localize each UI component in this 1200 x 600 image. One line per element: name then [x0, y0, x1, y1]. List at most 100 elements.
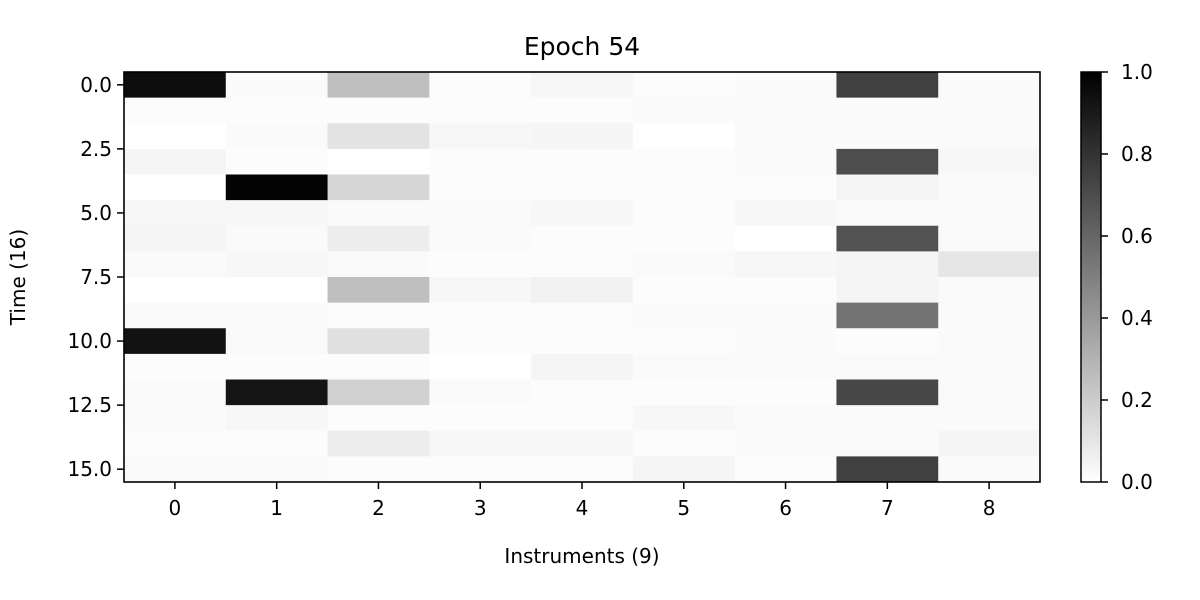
heatmap-cell-9-8: [938, 302, 1041, 329]
heatmap-cell-3-3: [429, 148, 532, 176]
heatmap-cell-5-2: [327, 200, 430, 227]
heatmap-cell-5-8: [938, 200, 1041, 227]
heatmap-cell-1-3: [429, 97, 532, 124]
x-tick-label: 5: [677, 496, 690, 520]
heatmap-cells: [124, 72, 1041, 483]
heatmap-cell-7-1: [225, 251, 329, 278]
heatmap-cell-10-1: [225, 328, 329, 355]
heatmap-cell-15-7: [836, 456, 939, 483]
heatmap-cell-4-4: [531, 174, 634, 201]
x-tick-label: 7: [881, 496, 894, 520]
heatmap-cell-7-7: [836, 251, 939, 278]
heatmap-cell-1-0: [124, 97, 227, 124]
heatmap-cell-0-3: [429, 72, 532, 99]
heatmap-cell-1-1: [225, 97, 329, 124]
heatmap-cell-13-1: [225, 405, 329, 432]
heatmap-cell-4-3: [429, 174, 532, 201]
heatmap-cell-0-0: [124, 72, 227, 99]
heatmap-cell-0-6: [734, 72, 837, 99]
heatmap-cell-3-0: [124, 148, 227, 176]
heatmap-cell-5-1: [225, 200, 329, 227]
heatmap-cell-2-5: [632, 123, 736, 150]
heatmap-cell-12-7: [836, 379, 939, 406]
heatmap-cell-4-1: [225, 174, 329, 201]
heatmap-cell-4-2: [327, 174, 430, 201]
heatmap-cell-14-5: [632, 430, 736, 457]
heatmap-cell-7-8: [938, 251, 1041, 278]
heatmap-cell-13-8: [938, 405, 1041, 432]
heatmap-cell-6-6: [734, 225, 837, 252]
heatmap-cell-8-7: [836, 277, 939, 304]
heatmap-cell-0-7: [836, 72, 939, 99]
heatmap-cell-0-2: [327, 72, 430, 99]
heatmap-cell-12-5: [632, 379, 736, 406]
heatmap-cell-11-7: [836, 353, 939, 381]
heatmap-cell-10-6: [734, 328, 837, 355]
x-tick-label: 8: [983, 496, 996, 520]
heatmap-cell-8-0: [124, 277, 227, 304]
heatmap-cell-15-2: [327, 456, 430, 483]
x-tick-label: 0: [169, 496, 182, 520]
heatmap-cell-1-4: [531, 97, 634, 124]
heatmap-cell-9-5: [632, 302, 736, 329]
heatmap-cell-12-8: [938, 379, 1041, 406]
heatmap-cell-11-5: [632, 353, 736, 381]
y-tick-label: 2.5: [80, 137, 112, 161]
colorbar-tick-label: 0.8: [1121, 142, 1153, 166]
heatmap-cell-1-2: [327, 97, 430, 124]
heatmap-cell-13-5: [632, 405, 736, 432]
heatmap-cell-0-4: [531, 72, 634, 99]
heatmap-cell-5-3: [429, 200, 532, 227]
heatmap-cell-5-0: [124, 200, 227, 227]
heatmap-cell-14-6: [734, 430, 837, 457]
y-tick-label: 10.0: [67, 329, 112, 353]
heatmap-cell-9-3: [429, 302, 532, 329]
heatmap-cell-8-8: [938, 277, 1041, 304]
heatmap-cell-11-4: [531, 353, 634, 381]
y-tick-label: 12.5: [67, 393, 112, 417]
heatmap-cell-2-7: [836, 123, 939, 150]
heatmap-cell-8-1: [225, 277, 329, 304]
heatmap-cell-11-8: [938, 353, 1041, 381]
heatmap-cell-2-4: [531, 123, 634, 150]
colorbar-tick-label: 0.0: [1121, 470, 1153, 494]
y-axis-label: Time (16): [6, 229, 30, 326]
heatmap-cell-8-6: [734, 277, 837, 304]
heatmap-cell-4-8: [938, 174, 1041, 201]
heatmap-cell-6-0: [124, 225, 227, 252]
heatmap-cell-11-6: [734, 353, 837, 381]
heatmap-cell-3-5: [632, 148, 736, 176]
heatmap-cell-1-6: [734, 97, 837, 124]
heatmap-cell-6-8: [938, 225, 1041, 252]
colorbar-tick-label: 0.4: [1121, 306, 1153, 330]
heatmap-cell-0-8: [938, 72, 1041, 99]
heatmap-cell-7-0: [124, 251, 227, 278]
heatmap-cell-13-6: [734, 405, 837, 432]
heatmap-cell-15-1: [225, 456, 329, 483]
heatmap-cell-12-3: [429, 379, 532, 406]
heatmap-cell-14-2: [327, 430, 430, 457]
heatmap-cell-8-2: [327, 277, 430, 304]
y-axis-ticks: 0.0 2.5 5.0 7.5 10.0 12.5 15.0: [67, 73, 124, 481]
heatmap-cell-7-4: [531, 251, 634, 278]
colorbar-tick-label: 0.6: [1121, 224, 1153, 248]
heatmap-cell-9-2: [327, 302, 430, 329]
heatmap-cell-3-2: [327, 148, 430, 176]
heatmap-cell-2-6: [734, 123, 837, 150]
heatmap-cell-5-5: [632, 200, 736, 227]
heatmap-cell-6-4: [531, 225, 634, 252]
x-tick-label: 2: [372, 496, 385, 520]
heatmap-cell-1-8: [938, 97, 1041, 124]
heatmap-cell-12-1: [225, 379, 329, 406]
heatmap-cell-13-3: [429, 405, 532, 432]
x-axis-ticks: 0 1 2 3 4 5 6 7 8: [169, 482, 996, 520]
heatmap-cell-2-3: [429, 123, 532, 150]
heatmap-cell-12-4: [531, 379, 634, 406]
heatmap-cell-7-5: [632, 251, 736, 278]
heatmap-cell-13-0: [124, 405, 227, 432]
heatmap-cell-3-4: [531, 148, 634, 176]
y-tick-label: 0.0: [80, 73, 112, 97]
heatmap-cell-9-6: [734, 302, 837, 329]
heatmap-cell-10-5: [632, 328, 736, 355]
